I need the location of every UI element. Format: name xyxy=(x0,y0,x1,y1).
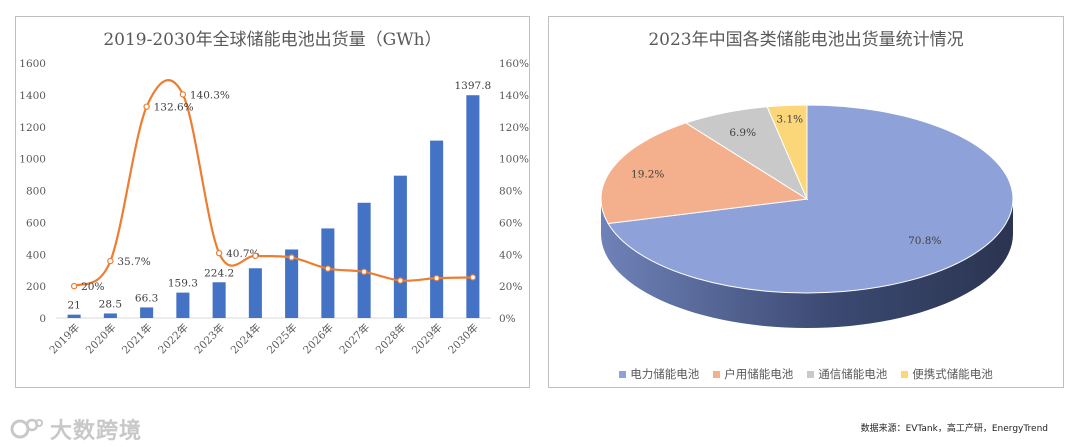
legend-item: 电力储能电池 xyxy=(619,366,699,382)
pie-data-label: 70.8% xyxy=(908,235,941,247)
bar xyxy=(321,228,335,318)
legend-label: 便携式储能电池 xyxy=(912,367,993,381)
bar xyxy=(103,313,117,318)
legend-swatch xyxy=(619,370,627,378)
line-point xyxy=(215,249,223,257)
y2-tick-label: 120% xyxy=(499,122,529,134)
bar-data-label: 66.3 xyxy=(135,292,158,304)
x-tick-label: 2022年 xyxy=(155,321,191,357)
bar-data-label: 21 xyxy=(67,300,80,312)
bar-data-label: 159.3 xyxy=(168,278,198,290)
pie-chart-panel: 2023年中国各类储能电池出货量统计情况 70.8% 19.2% 6.9% 3.1% … xyxy=(548,16,1064,388)
pie-data-label: 3.1% xyxy=(776,114,803,126)
line-data-label: 40.7% xyxy=(226,248,259,260)
line-point xyxy=(433,274,440,282)
line-data-label: 35.7% xyxy=(117,256,150,268)
line-point xyxy=(70,282,78,290)
pie-slice xyxy=(600,122,809,225)
data-source-note: 数据来源：EVTank，高工产研，EnergyTrend xyxy=(860,424,1048,434)
y-tick-label: 1600 xyxy=(19,58,46,70)
y2-tick-label: 100% xyxy=(499,154,529,166)
bar xyxy=(466,95,480,319)
brand-logo: 大数跨境 xyxy=(10,413,142,445)
line-point xyxy=(397,277,404,284)
x-tick-label: 2028年 xyxy=(373,321,409,357)
pie-data-label: 6.9% xyxy=(729,127,756,139)
bar xyxy=(357,202,371,318)
x-tick-label: 2030年 xyxy=(445,321,481,357)
line-point xyxy=(288,254,295,261)
x-tick-label: 2026年 xyxy=(300,321,336,357)
pie-data-label: 19.2% xyxy=(631,168,664,180)
line-point xyxy=(360,268,368,275)
line-data-label: 140.3% xyxy=(190,89,230,101)
legend-swatch xyxy=(807,370,815,378)
bar-line-chart: 0 200 400 600 800 1000 1200 1400 1600 0% 20% 40% 60%… xyxy=(19,58,529,357)
y-tick-label: 1000 xyxy=(19,154,46,166)
bar-data-label: 224.2 xyxy=(204,267,234,279)
bar-data-label: 28.5 xyxy=(99,298,122,310)
bar xyxy=(285,249,299,318)
y-tick-label: 0 xyxy=(39,313,46,325)
pie-chart-title: 2023年中国各类储能电池出货量统计情况 xyxy=(648,30,964,50)
bar-line-chart-panel: 2019-2030年全球储能电池出货量（GWh） 0 200 400 600 800 10… xyxy=(15,16,530,388)
x-tick-label: 2023年 xyxy=(192,321,228,357)
y-tick-label: 400 xyxy=(26,249,46,261)
y-tick-label: 1400 xyxy=(19,90,46,102)
line-point xyxy=(252,252,259,260)
y2-tick-label: 160% xyxy=(499,58,529,70)
bar xyxy=(393,175,407,318)
pie-chart: 70.8% 19.2% 6.9% 3.1% xyxy=(600,104,1014,328)
bar-data-label: 1397.8 xyxy=(455,80,492,92)
y-tick-label: 200 xyxy=(26,281,46,293)
line-data-label: 132.6% xyxy=(154,102,194,114)
x-tick-label: 2021年 xyxy=(119,321,155,357)
pie-side-wall xyxy=(601,199,1013,328)
bar xyxy=(67,314,81,318)
pie-slice xyxy=(607,104,1014,294)
y2-tick-label: 60% xyxy=(499,217,522,229)
brand-logo-icon xyxy=(10,418,43,439)
x-tick-label: 2029年 xyxy=(409,321,445,357)
legend-item: 便携式储能电池 xyxy=(901,366,993,382)
legend-swatch xyxy=(713,370,721,378)
legend-item: 通信储能电池 xyxy=(807,366,887,382)
bar xyxy=(430,140,444,318)
bar xyxy=(248,268,262,318)
legend-label: 户用储能电池 xyxy=(724,367,794,381)
y2-tick-label: 20% xyxy=(499,281,522,293)
y2-tick-label: 40% xyxy=(499,249,522,261)
bar-chart-title: 2019-2030年全球储能电池出货量（GWh） xyxy=(103,30,442,50)
line-data-label: 20% xyxy=(81,281,104,293)
y2-tick-label: 140% xyxy=(499,90,529,102)
x-tick-label: 2027年 xyxy=(337,321,373,357)
legend-swatch xyxy=(901,370,909,378)
legend-label: 电力储能电池 xyxy=(630,367,700,381)
x-tick-label: 2019年 xyxy=(47,321,83,357)
bar xyxy=(176,292,190,318)
line-point xyxy=(179,91,187,98)
y2-tick-label: 0% xyxy=(499,313,516,325)
bar xyxy=(140,307,154,318)
line-point xyxy=(107,257,114,265)
y2-tick-label: 80% xyxy=(499,186,522,198)
pie-slice xyxy=(766,104,808,200)
x-tick-label: 2020年 xyxy=(83,321,119,357)
line-point xyxy=(469,274,477,281)
x-tick-label: 2025年 xyxy=(264,321,300,357)
line-point xyxy=(143,103,150,110)
y-tick-label: 600 xyxy=(26,217,46,229)
line-point xyxy=(324,265,332,272)
pie-legend: 电力储能电池 户用储能电池 通信储能电池 便携式储能电池 xyxy=(549,366,1063,382)
y-tick-label: 1200 xyxy=(19,122,46,134)
bar xyxy=(212,282,226,318)
legend-item: 户用储能电池 xyxy=(713,366,793,382)
brand-logo-text: 大数跨境 xyxy=(50,419,143,444)
legend-label: 通信储能电池 xyxy=(818,367,888,381)
x-tick-label: 2024年 xyxy=(228,321,264,357)
y-tick-label: 800 xyxy=(26,186,46,198)
